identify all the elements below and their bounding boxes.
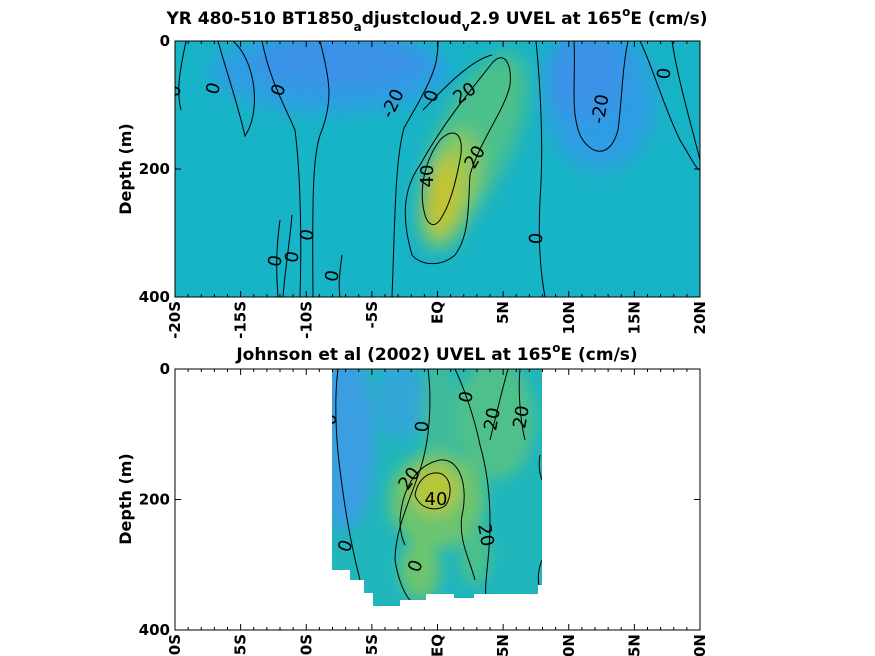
contour-line (335, 369, 361, 581)
contour-label: 0 (296, 228, 319, 243)
contour-label: 40 (425, 489, 448, 510)
panel-2-y-axis-label: Depth (m) (116, 453, 135, 545)
panel-2-title: Johnson et al (2002) UVEL at 165oE (cm/s… (235, 341, 637, 365)
panel-1-x-tick-labels: -20S -15S -10S -5S EQ 5N 10N 15N 20N (166, 301, 709, 339)
contour-line (178, 41, 187, 111)
contour-line-20 (399, 459, 476, 581)
contour-label: 0 (455, 390, 478, 405)
contour-line-20 (404, 57, 511, 265)
panel-2-contours (335, 369, 542, 601)
x-tick-label: -15S (232, 301, 250, 339)
contour-label: 0 (321, 269, 344, 284)
x-tick-label: 15N (625, 634, 643, 656)
westward-flow-core (255, 41, 425, 88)
contour-line (518, 369, 526, 441)
panel-2-tick-marks (174, 368, 701, 631)
contour-label: 0 (320, 413, 342, 426)
contour-line (394, 369, 431, 601)
contour-line (454, 369, 491, 599)
contour-label: 40 (417, 165, 438, 188)
y-tick-label: 400 (139, 288, 170, 306)
panel-1-contour-labels: 0 0 0 0 0 0 0 0 0 0 -20 -20 20 20 40 (163, 67, 676, 284)
panel-2: Johnson et al (2002) UVEL at 165oE (cm/s… (116, 341, 709, 656)
contour-line (276, 219, 281, 297)
x-tick-label: -20S (166, 634, 184, 656)
contour-label: 20 (473, 522, 498, 548)
westward-flow-region (332, 369, 375, 530)
contour-line (538, 454, 542, 481)
panel-1-tick-marks (174, 40, 701, 298)
contour-line (573, 41, 629, 152)
contour-line (312, 41, 330, 297)
panel-1-title: YR 480-510 BT1850adjustcloudv2.9 UVEL at… (165, 5, 707, 34)
contour-label: 20 (509, 404, 534, 430)
contour-line (671, 41, 700, 161)
panel-1-contours (178, 41, 700, 297)
x-tick-label: 20N (691, 301, 709, 334)
contour-label: 0 (163, 84, 186, 99)
x-tick-label: -5S (363, 301, 381, 328)
y-tick-label: 0 (160, 360, 170, 378)
contour-line-40 (421, 132, 462, 226)
contour-label: 0 (412, 420, 434, 433)
contour-label: -20 (588, 93, 614, 126)
panel-1-y-axis-label: Depth (m) (116, 123, 135, 215)
contour-label: 20 (480, 406, 505, 432)
panel-1-heatmap: 0 0 0 0 0 0 0 0 0 0 -20 -20 20 20 40 (163, 41, 700, 297)
y-tick-label: 400 (139, 621, 170, 639)
contour-line (338, 254, 343, 297)
contour-line (261, 41, 302, 297)
y-tick-label: 200 (139, 160, 170, 178)
x-tick-label: -10S (297, 301, 315, 339)
contour-label: 0 (264, 254, 287, 269)
westward-flow-region (375, 369, 425, 440)
x-tick-label: EQ (429, 301, 447, 324)
x-tick-label: -10S (297, 634, 315, 656)
x-tick-label: 20N (691, 634, 709, 656)
contour-line (422, 54, 493, 111)
contour-line (535, 41, 546, 297)
x-tick-label: -15S (232, 634, 250, 656)
panel-1: YR 480-510 BT1850adjustcloudv2.9 UVEL at… (116, 5, 709, 339)
panel-2-y-tick-labels: 0 200 400 (139, 360, 170, 639)
contour-label: 0 (654, 67, 676, 80)
x-tick-label: 10N (560, 634, 578, 656)
x-tick-label: 5N (494, 301, 512, 324)
panel-2-x-tick-labels: -20S -15S -10S -5S EQ 5N 10N 15N 20N (166, 634, 709, 656)
contour-label: 0 (281, 250, 304, 265)
x-tick-label: 15N (625, 301, 643, 334)
panel-1-y-tick-labels: 0 200 400 (139, 32, 170, 306)
x-tick-label: -5S (363, 634, 381, 656)
x-tick-label: 5N (494, 634, 512, 656)
contour-label: 0 (526, 232, 548, 245)
contour-line (217, 41, 255, 138)
eastward-flow-region (422, 369, 458, 480)
undercurrent-core (426, 157, 460, 233)
x-tick-label: 10N (560, 301, 578, 334)
contour-line (391, 41, 439, 297)
x-tick-label: EQ (429, 634, 447, 656)
x-tick-label: -20S (166, 301, 184, 339)
y-tick-label: 0 (160, 32, 170, 50)
contour-line (282, 214, 293, 297)
deep-eastward-region (400, 540, 440, 600)
westward-flow-north-core (545, 41, 625, 120)
contour-line (639, 41, 700, 171)
contour-line-40 (414, 472, 451, 510)
contour-line (489, 369, 509, 441)
y-tick-label: 200 (139, 491, 170, 509)
panel-2-heatmap: 0 0 0 0 0 20 20 20 20 40 (320, 369, 542, 606)
contour-label: 0 (202, 80, 225, 96)
deep-eastward-region (460, 525, 490, 585)
